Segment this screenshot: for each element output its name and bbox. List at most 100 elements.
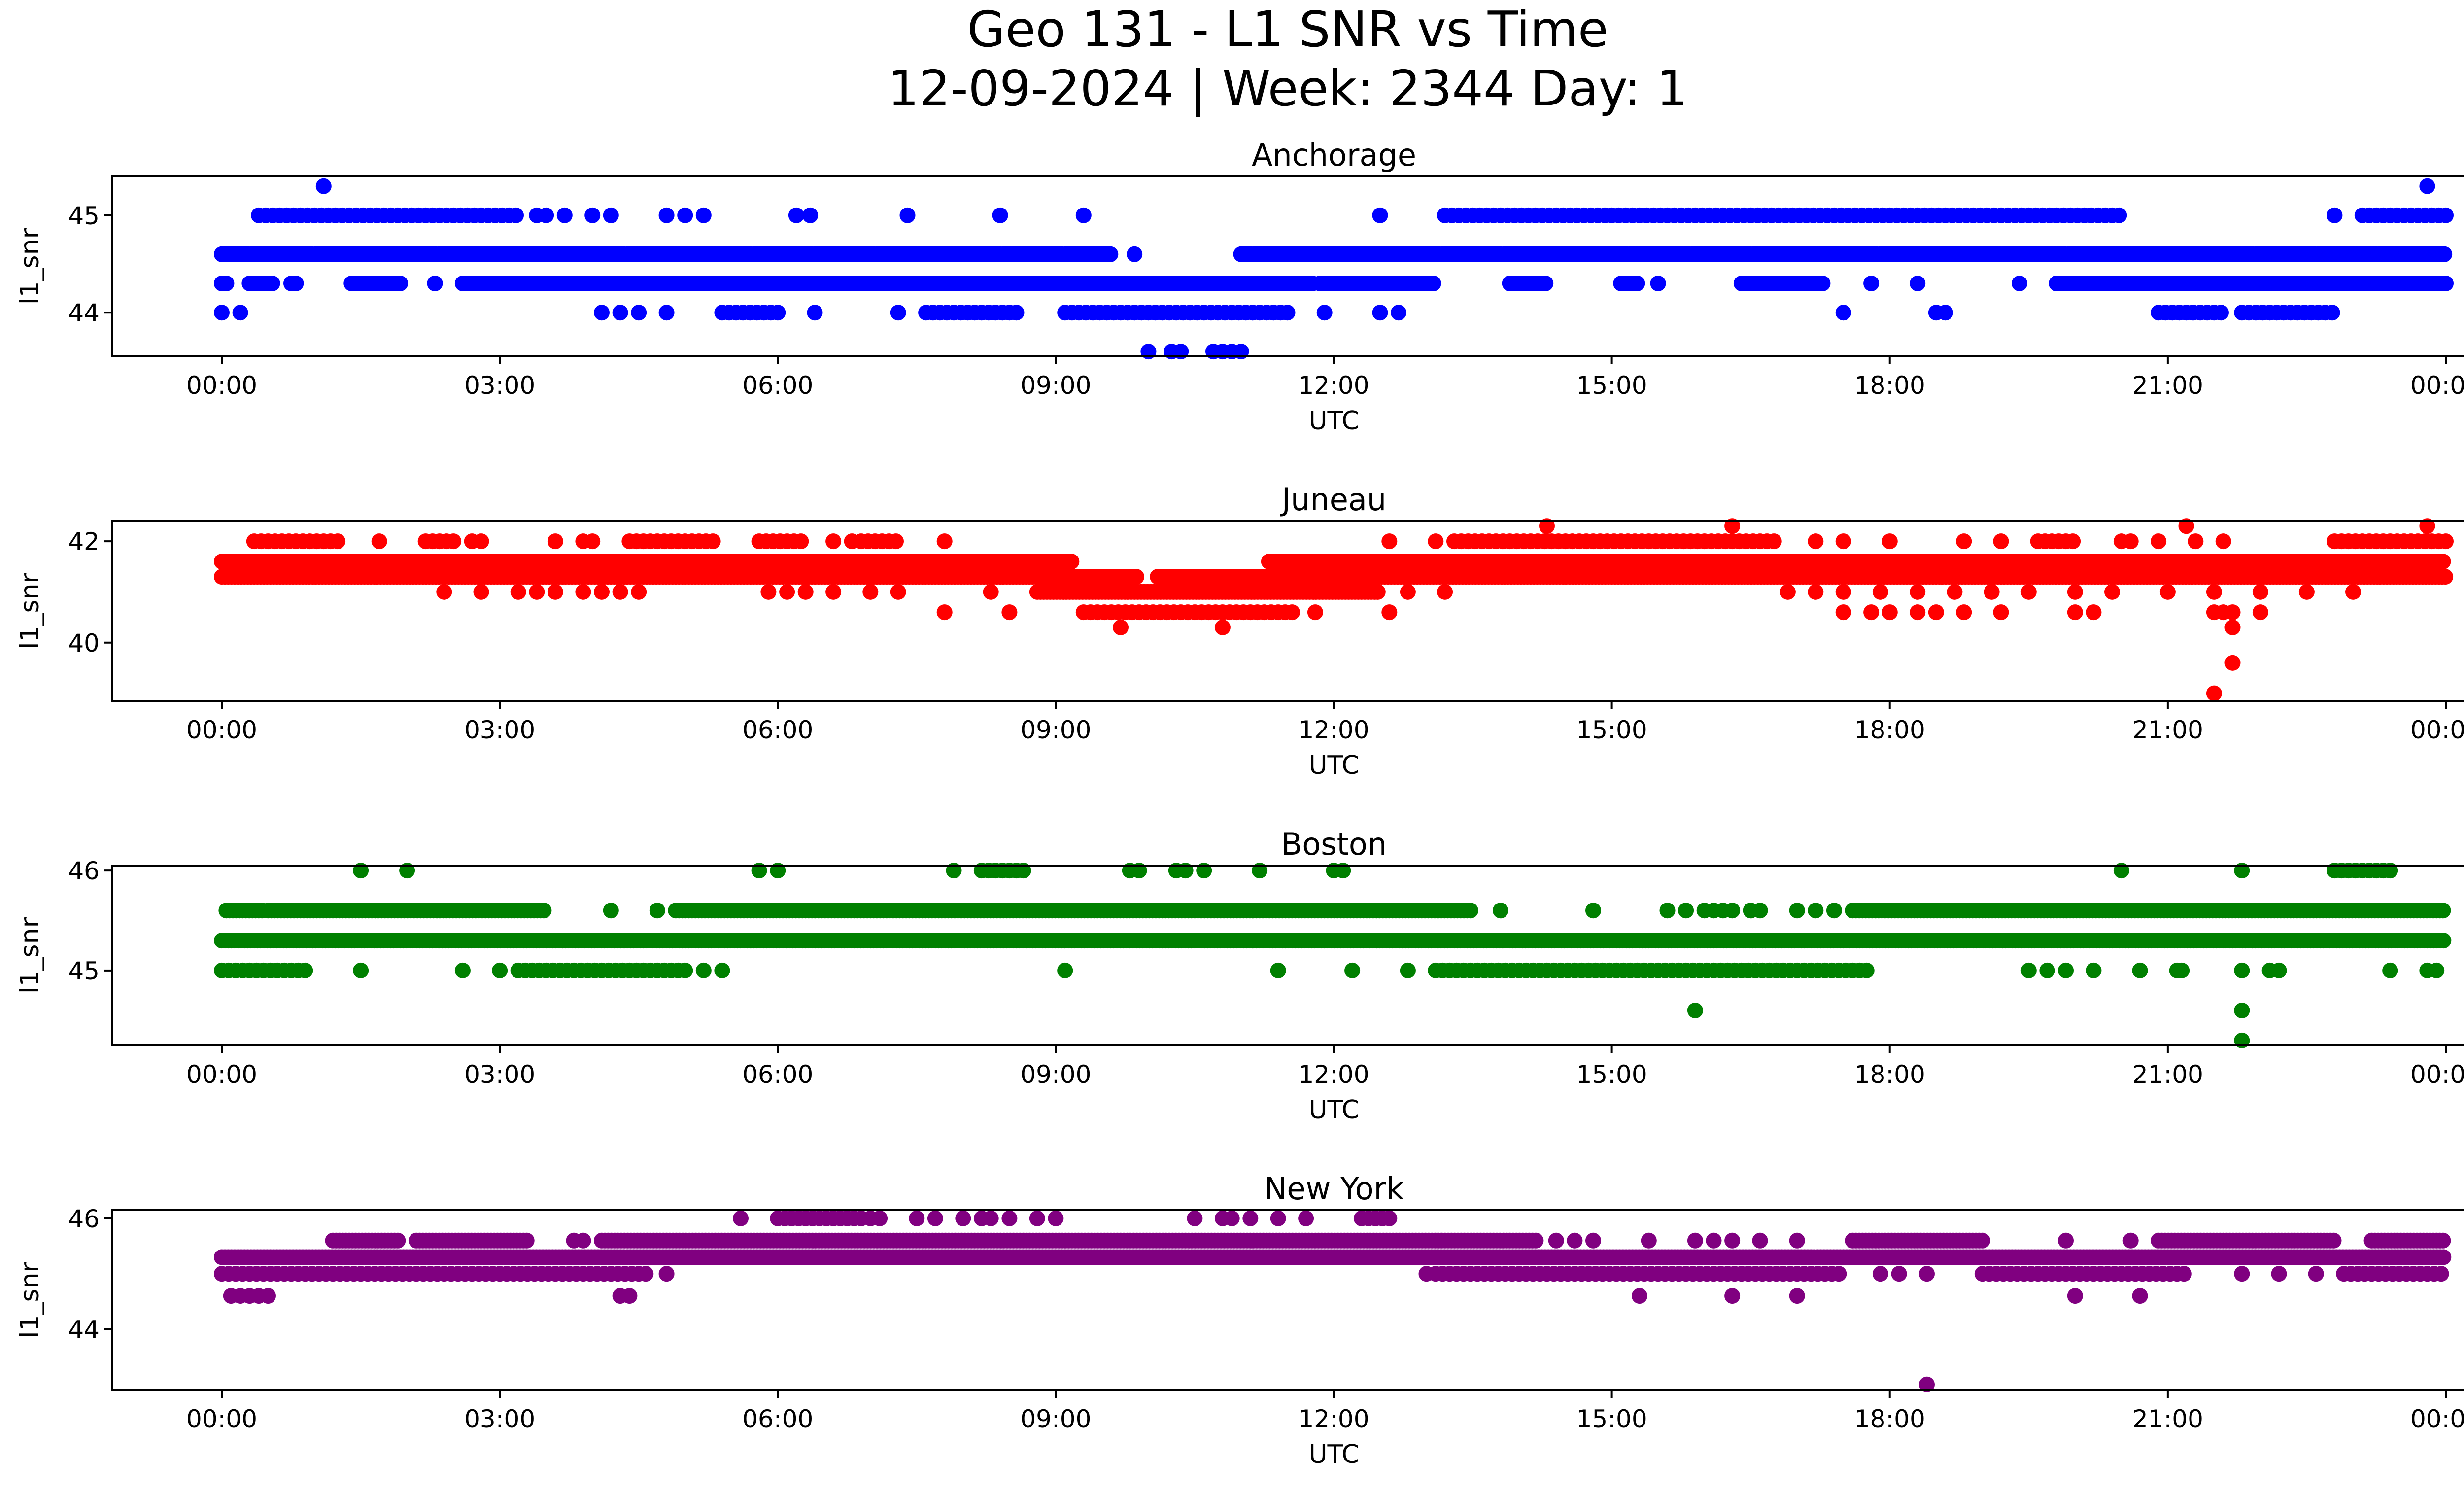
data-point (1882, 604, 1898, 621)
data-point (1835, 305, 1851, 321)
x-tick-label: 06:00 (742, 716, 813, 744)
data-point (797, 584, 814, 600)
data-point (1369, 584, 1386, 600)
data-point (1724, 903, 1741, 919)
x-tick-label: 12:00 (1298, 1060, 1369, 1089)
figure-title: Geo 131 - L1 SNR vs Time 12-09-2024 | We… (0, 0, 2464, 118)
data-point (2224, 655, 2241, 671)
data-point (1826, 903, 1842, 919)
data-point (594, 584, 610, 600)
data-point (492, 962, 508, 978)
data-point (1585, 903, 1601, 919)
data-point (2174, 962, 2190, 978)
data-point (218, 276, 235, 291)
data-point (1863, 276, 1880, 291)
data-point (1808, 584, 1824, 600)
data-point (1538, 276, 1554, 291)
data-point (1001, 604, 1018, 621)
data-point (445, 533, 462, 550)
data-point (1437, 584, 1453, 600)
x-tick-label: 03:00 (464, 716, 535, 744)
data-point (538, 207, 554, 223)
data-point (2159, 584, 2176, 600)
scatter-series (214, 518, 2454, 701)
data-point (1928, 604, 1944, 621)
subplot-title: New York (1264, 1171, 1404, 1207)
data-point (330, 533, 346, 550)
data-point (454, 962, 471, 978)
data-point (1307, 604, 1323, 621)
data-point (695, 962, 712, 978)
subplot-title: Boston (1281, 826, 1387, 862)
data-point (1956, 533, 1972, 550)
data-point (992, 207, 1008, 223)
data-point (807, 305, 823, 321)
data-point (584, 533, 601, 550)
data-point (1129, 569, 1144, 585)
y-axis-label: l1_snr (15, 917, 45, 994)
data-point (612, 305, 628, 321)
x-tick-label: 15:00 (1576, 371, 1647, 400)
data-point (1910, 604, 1926, 621)
x-tick-label: 21:00 (2132, 1060, 2203, 1089)
data-point (1910, 584, 1926, 600)
data-point (1984, 584, 2000, 600)
data-point (760, 584, 777, 600)
x-tick-label: 09:00 (1020, 716, 1091, 744)
data-point (2224, 619, 2241, 635)
x-tick-label: 09:00 (1020, 1060, 1091, 1089)
data-point (2234, 962, 2250, 978)
data-point (1279, 305, 1296, 321)
data-point (2271, 962, 2287, 978)
data-point (288, 276, 304, 291)
data-point (1687, 1003, 1703, 1018)
data-point (2435, 933, 2452, 949)
data-point (1814, 276, 1831, 291)
data-point (1858, 962, 1875, 978)
data-point (2419, 178, 2435, 194)
data-point (1127, 246, 1143, 262)
data-point (788, 207, 804, 223)
data-point (2111, 207, 2127, 223)
data-point (473, 533, 489, 550)
data-point (2345, 584, 2361, 600)
data-point (2067, 584, 2083, 600)
data-point (536, 903, 552, 919)
data-point (2224, 604, 2241, 621)
data-point (1075, 207, 1092, 223)
scatter-series (214, 863, 2452, 1048)
data-point (2065, 533, 2081, 550)
y-axis-label: l1_snr (15, 228, 45, 305)
data-point (2151, 533, 2167, 550)
data-point (2437, 569, 2454, 585)
data-point (714, 962, 730, 978)
data-point (603, 207, 619, 223)
data-point (1102, 246, 1119, 262)
data-point (844, 533, 860, 550)
data-point (1381, 604, 1398, 621)
y-tick-label: 46 (68, 857, 100, 885)
data-point (1511, 276, 1527, 291)
data-point (793, 533, 809, 550)
x-tick-label: 03:00 (464, 1060, 535, 1089)
data-point (1835, 604, 1851, 621)
y-axis-label: l1_snr (15, 572, 45, 649)
data-point (1381, 533, 1398, 550)
x-tick-label: 18:00 (1854, 1060, 1925, 1089)
data-point (214, 305, 230, 321)
data-point (1910, 276, 1926, 291)
data-point (547, 584, 563, 600)
data-point (779, 584, 795, 600)
x-tick-label: 00:00 (186, 1060, 257, 1089)
data-point (547, 533, 563, 550)
data-point (2438, 207, 2454, 223)
data-point (825, 584, 842, 600)
data-point (1808, 533, 1824, 550)
data-point (695, 207, 712, 223)
data-point (1400, 962, 1416, 978)
data-point (2298, 584, 2315, 600)
data-point (1937, 305, 1953, 321)
